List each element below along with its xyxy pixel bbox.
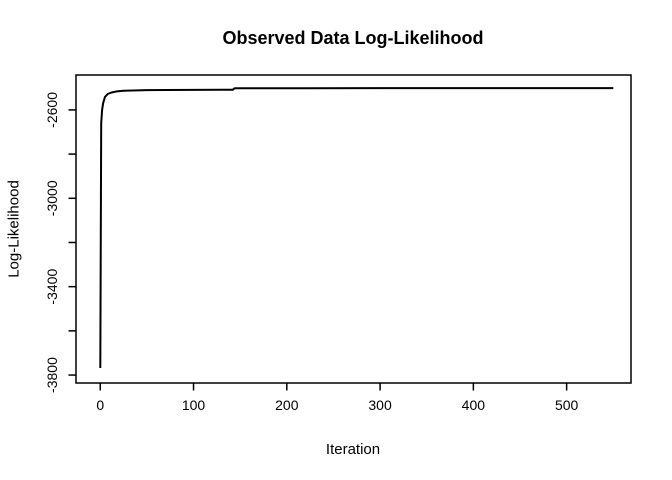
y-tick-label: -2600: [44, 92, 60, 128]
x-axis-label: Iteration: [325, 441, 381, 458]
x-tick-label: 400: [462, 397, 486, 413]
y-tick-label: -3400: [44, 269, 60, 305]
x-tick-label: 0: [96, 397, 104, 413]
plot-box: [75, 74, 632, 384]
y-axis-label: Log-Likelihood: [5, 180, 23, 278]
loglik-curve: [99, 87, 614, 369]
x-tick-label: 500: [555, 397, 579, 413]
x-tick-label: 300: [368, 397, 392, 413]
y-tick-label: -3000: [44, 180, 60, 216]
plot-title: Observed Data Log-Likelihood: [222, 28, 484, 48]
x-tick-label: 100: [182, 397, 206, 413]
y-tick-label: -3800: [44, 357, 60, 393]
x-tick-label: 200: [275, 397, 299, 413]
